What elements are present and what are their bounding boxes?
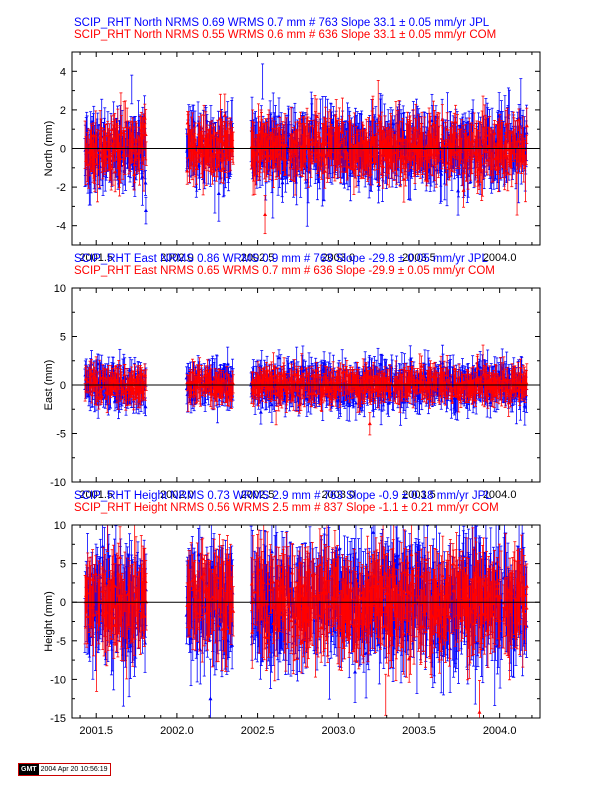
data-point	[185, 168, 190, 173]
data-point	[445, 127, 450, 131]
data-point	[492, 144, 497, 148]
data-point	[461, 188, 466, 192]
data-point	[408, 136, 413, 140]
data-point	[212, 154, 217, 159]
data-layer	[83, 63, 529, 235]
data-point	[429, 118, 434, 123]
data-point	[496, 165, 501, 169]
data-point	[344, 149, 349, 154]
data-point	[251, 144, 256, 148]
data-point	[339, 154, 344, 159]
data-point	[484, 149, 489, 153]
data-point	[310, 139, 315, 144]
data-point	[140, 174, 145, 179]
data-point	[456, 188, 461, 193]
data-point	[215, 164, 220, 168]
data-point	[310, 136, 315, 141]
data-point	[484, 132, 489, 137]
data-point	[357, 173, 362, 177]
data-point	[316, 134, 321, 138]
data-point	[376, 183, 381, 188]
data-point	[108, 153, 113, 157]
data-point	[338, 163, 343, 168]
data-point	[454, 152, 459, 156]
data-point	[92, 161, 97, 165]
data-point	[132, 172, 137, 176]
data-point	[322, 169, 327, 173]
data-point	[381, 164, 386, 168]
data-point	[348, 142, 353, 146]
data-point	[276, 114, 281, 118]
data-point	[516, 117, 521, 122]
data-point	[280, 138, 285, 142]
data-point	[314, 114, 319, 119]
data-point	[283, 157, 288, 161]
data-point	[118, 156, 123, 161]
data-point	[440, 117, 445, 122]
data-point	[221, 166, 226, 170]
data-point	[370, 117, 375, 122]
data-point	[505, 171, 510, 175]
data-point	[104, 154, 109, 158]
data-point	[444, 160, 449, 164]
data-point	[308, 142, 313, 146]
data-point	[219, 168, 224, 172]
data-point	[216, 191, 221, 195]
data-point	[280, 180, 285, 185]
data-point	[439, 172, 444, 176]
data-point	[222, 113, 227, 117]
data-point	[113, 169, 118, 174]
data-point	[109, 127, 114, 131]
data-point	[345, 164, 350, 168]
data-point	[504, 147, 509, 152]
data-point	[492, 131, 497, 135]
data-point	[143, 208, 148, 213]
data-point	[143, 180, 148, 185]
data-point	[143, 132, 148, 137]
data-point	[354, 164, 359, 168]
data-point	[230, 144, 235, 149]
data-point	[218, 116, 223, 120]
data-point	[453, 119, 458, 124]
data-point	[303, 156, 308, 160]
data-point	[485, 157, 490, 162]
data-point	[119, 130, 124, 135]
series-com	[83, 80, 529, 235]
data-point	[401, 177, 406, 181]
data-point	[263, 212, 268, 216]
data-point	[286, 132, 291, 137]
data-point	[132, 162, 137, 167]
